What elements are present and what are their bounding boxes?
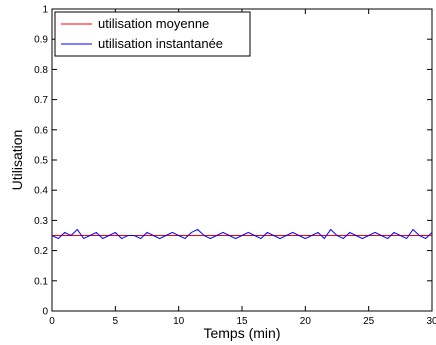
x-tick-label: 15 xyxy=(236,316,248,327)
y-axis: 0 0.1 0.2 0.3 0.4 0.5 0.6 0.7 0.8 0.9 1 xyxy=(34,5,432,318)
series-line-1 xyxy=(51,228,433,240)
y-tick-label: 1 xyxy=(42,5,48,16)
x-tick-label: 25 xyxy=(363,316,375,327)
plot-area-frame xyxy=(51,8,433,312)
y-tick-label: 0.7 xyxy=(34,95,48,106)
x-tick-label: 0 xyxy=(49,316,55,327)
y-tick-label: 0 xyxy=(42,307,48,318)
x-tick-label: 10 xyxy=(173,316,185,327)
x-tick-label: 5 xyxy=(113,316,119,327)
legend-label-utilisation-moyenne: utilisation moyenne xyxy=(98,16,209,31)
x-tick-label: 20 xyxy=(300,316,312,327)
y-tick-label: 0.2 xyxy=(34,246,48,257)
x-axis: 0 5 10 15 20 25 30 xyxy=(49,9,436,327)
legend-label-utilisation-instantanee: utilisation instantanée xyxy=(98,36,223,51)
legend: utilisation moyenne utilisation instanta… xyxy=(54,11,251,57)
y-tick-label: 0.9 xyxy=(34,35,48,46)
x-tick-label: 30 xyxy=(426,316,436,327)
x-axis-title: Temps (min) xyxy=(203,325,280,341)
y-tick-label: 0.4 xyxy=(34,186,48,197)
y-tick-label: 0.6 xyxy=(34,125,48,136)
y-tick-label: 0.1 xyxy=(34,276,48,287)
y-tick-label: 0.8 xyxy=(34,65,48,76)
y-tick-label: 0.5 xyxy=(34,156,48,167)
y-tick-label: 0.3 xyxy=(34,216,48,227)
legend-box xyxy=(54,11,251,57)
series-layer xyxy=(51,228,433,240)
y-axis-title: Utilisation xyxy=(9,130,25,191)
